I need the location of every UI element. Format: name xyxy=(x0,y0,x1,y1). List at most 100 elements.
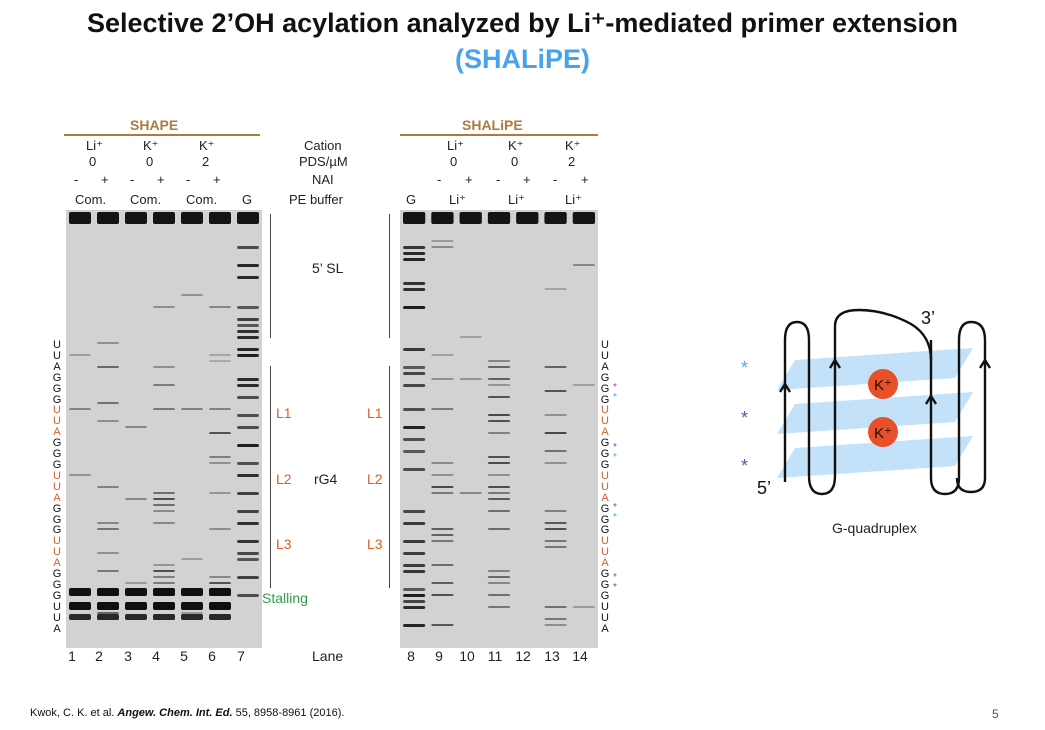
gel-band xyxy=(459,492,482,494)
star-marker: * xyxy=(613,442,617,453)
sequence-base: G xyxy=(52,578,62,591)
slide-title: Selective 2’OH acylation analyzed by Li⁺… xyxy=(86,8,959,38)
shalipe-header-rule xyxy=(400,134,598,136)
gel-band xyxy=(237,594,259,597)
gel-band xyxy=(403,384,426,387)
gel-band xyxy=(153,366,175,368)
left-buffer-1: Com. xyxy=(75,192,107,207)
gel-band xyxy=(209,360,231,362)
gel-band xyxy=(431,240,454,242)
gel-band xyxy=(237,414,259,417)
region-l1-left: L1 xyxy=(276,405,292,421)
gel-band xyxy=(237,336,259,339)
sequence-base: U xyxy=(53,535,61,548)
gel-band xyxy=(487,510,511,512)
sequence-base: G xyxy=(52,502,62,515)
stalling-label: Stalling xyxy=(262,590,308,606)
sequence-base: G xyxy=(600,502,610,515)
gel-band xyxy=(209,588,231,596)
strand-arrow xyxy=(778,381,792,393)
nai-minus: - xyxy=(437,172,442,187)
gel-band xyxy=(237,276,259,279)
rg4-bracket-left xyxy=(270,366,271,588)
g-quadruplex-caption: G-quadruplex xyxy=(832,520,917,536)
gel-band xyxy=(403,468,426,471)
shalipe-header: SHALiPE xyxy=(462,117,523,133)
gel-band xyxy=(97,402,119,404)
gel-band xyxy=(544,432,567,434)
left-buffer-3: Com. xyxy=(186,192,218,207)
gel-band xyxy=(97,366,119,368)
star-marker: * xyxy=(613,582,617,593)
right-buffer-1: Li⁺ xyxy=(449,192,466,207)
gel-band xyxy=(153,522,175,524)
gel-band xyxy=(237,462,259,465)
left-pds-2: 0 xyxy=(146,154,154,169)
region-l3-left: L3 xyxy=(276,536,292,552)
gel-band xyxy=(487,474,511,476)
k-ion-label: K⁺ xyxy=(874,425,892,442)
gel-band xyxy=(97,588,119,596)
gel-band xyxy=(544,510,567,512)
gel-band xyxy=(544,414,567,416)
lane-number: 11 xyxy=(487,648,503,664)
gel-band xyxy=(125,582,147,584)
citation: Kwok, C. K. et al. Angew. Chem. Int. Ed.… xyxy=(30,707,344,719)
star-marker-blue: * xyxy=(741,358,748,378)
gel-band xyxy=(153,408,175,410)
gel-band xyxy=(97,486,119,488)
gel-band xyxy=(403,288,426,291)
gel-band xyxy=(403,540,426,543)
gel-band xyxy=(209,456,231,458)
gel-band xyxy=(209,576,231,578)
sequence-base: G xyxy=(600,513,610,526)
region-label-sl: 5’ SL xyxy=(312,260,344,276)
gel-band xyxy=(544,390,567,392)
right-buffer-2: Li⁺ xyxy=(508,192,525,207)
nai-plus: + xyxy=(157,172,165,187)
sequence-base: U xyxy=(53,546,61,559)
gel-band xyxy=(237,396,259,399)
lane-number: 10 xyxy=(459,648,475,664)
sequence-base: G xyxy=(600,393,610,406)
sequence-base: U xyxy=(53,349,61,362)
row-label-cation: Cation xyxy=(304,138,342,153)
star-marker-purple: * xyxy=(741,408,748,428)
sequence-base: U xyxy=(601,339,609,351)
sequence-base: G xyxy=(600,458,610,471)
nai-minus: - xyxy=(553,172,558,187)
gel-band xyxy=(544,546,567,548)
gel-band xyxy=(153,576,175,578)
lane-number: 14 xyxy=(572,648,588,664)
right-cation-1: Li⁺ xyxy=(447,138,464,153)
slide-subtitle: (SHALiPE) xyxy=(455,44,590,74)
gel-band xyxy=(153,602,175,610)
lane-number: 12 xyxy=(515,648,531,664)
gel-band xyxy=(237,318,259,321)
gel-band xyxy=(237,426,259,429)
sequence-base: A xyxy=(601,491,609,504)
gel-band xyxy=(153,498,175,500)
gel-band xyxy=(153,212,175,224)
g-quadruplex-diagram: K⁺ K⁺ * * * 3’ 5’ xyxy=(741,308,992,498)
sequence-base: G xyxy=(600,437,610,450)
gel-band xyxy=(403,552,426,555)
sequence-base: G xyxy=(600,589,610,602)
gel-band xyxy=(237,558,259,561)
gel-band xyxy=(572,606,595,608)
sequence-base: U xyxy=(601,469,609,482)
gel-band xyxy=(125,212,147,224)
left-cation-1: Li⁺ xyxy=(86,138,103,153)
sequence-base: U xyxy=(53,469,61,482)
sequence-base: A xyxy=(53,491,61,504)
left-buffer-g: G xyxy=(242,192,253,207)
gel-band xyxy=(237,552,259,555)
gel-band xyxy=(487,594,511,596)
gel-background xyxy=(400,210,598,648)
right-cation-3: K⁺ xyxy=(565,138,581,153)
citation-authors: Kwok, C. K. et al. xyxy=(30,707,118,719)
sequence-base: A xyxy=(53,426,61,439)
gel-band xyxy=(209,408,231,410)
